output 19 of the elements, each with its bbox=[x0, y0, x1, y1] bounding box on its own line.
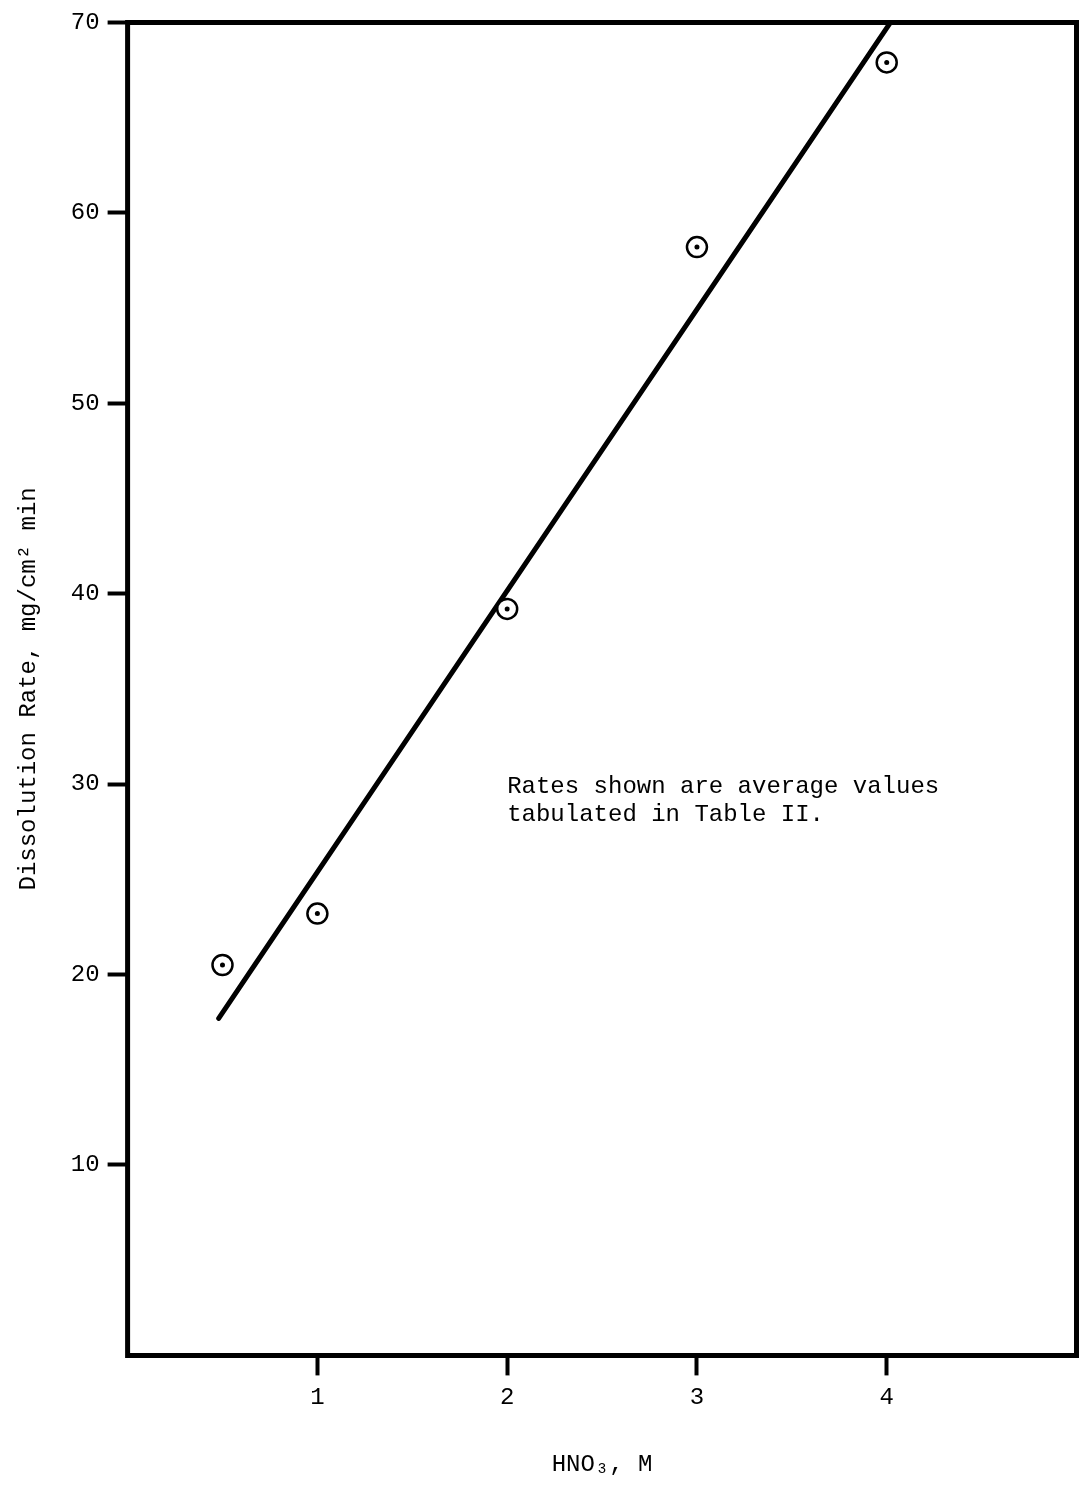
y-axis-title: Dissolution Rate, mg/cm² min bbox=[14, 487, 42, 891]
y-tick-label: 10 bbox=[70, 1151, 100, 1179]
annotation: Rates shown are average values tabulated in Table II. bbox=[507, 772, 940, 828]
x-tick-label: 4 bbox=[879, 1384, 894, 1412]
y-tick-label: 60 bbox=[70, 199, 100, 227]
y-tick-label: 40 bbox=[70, 580, 100, 608]
x-tick-label: 2 bbox=[499, 1384, 515, 1412]
point bbox=[306, 902, 329, 925]
point bbox=[685, 235, 709, 259]
y-tick-label: 50 bbox=[70, 389, 100, 417]
point bbox=[211, 953, 234, 977]
point bbox=[495, 597, 519, 621]
y-tick-label: 20 bbox=[70, 960, 100, 988]
point bbox=[875, 51, 898, 74]
x-tick-label: 3 bbox=[689, 1384, 705, 1412]
y-tick-label: 70 bbox=[70, 8, 100, 36]
x-axis-title: HNO₃, M bbox=[551, 1450, 653, 1478]
y-tick-label: 30 bbox=[70, 770, 100, 798]
x-tick-label: 1 bbox=[310, 1384, 325, 1412]
